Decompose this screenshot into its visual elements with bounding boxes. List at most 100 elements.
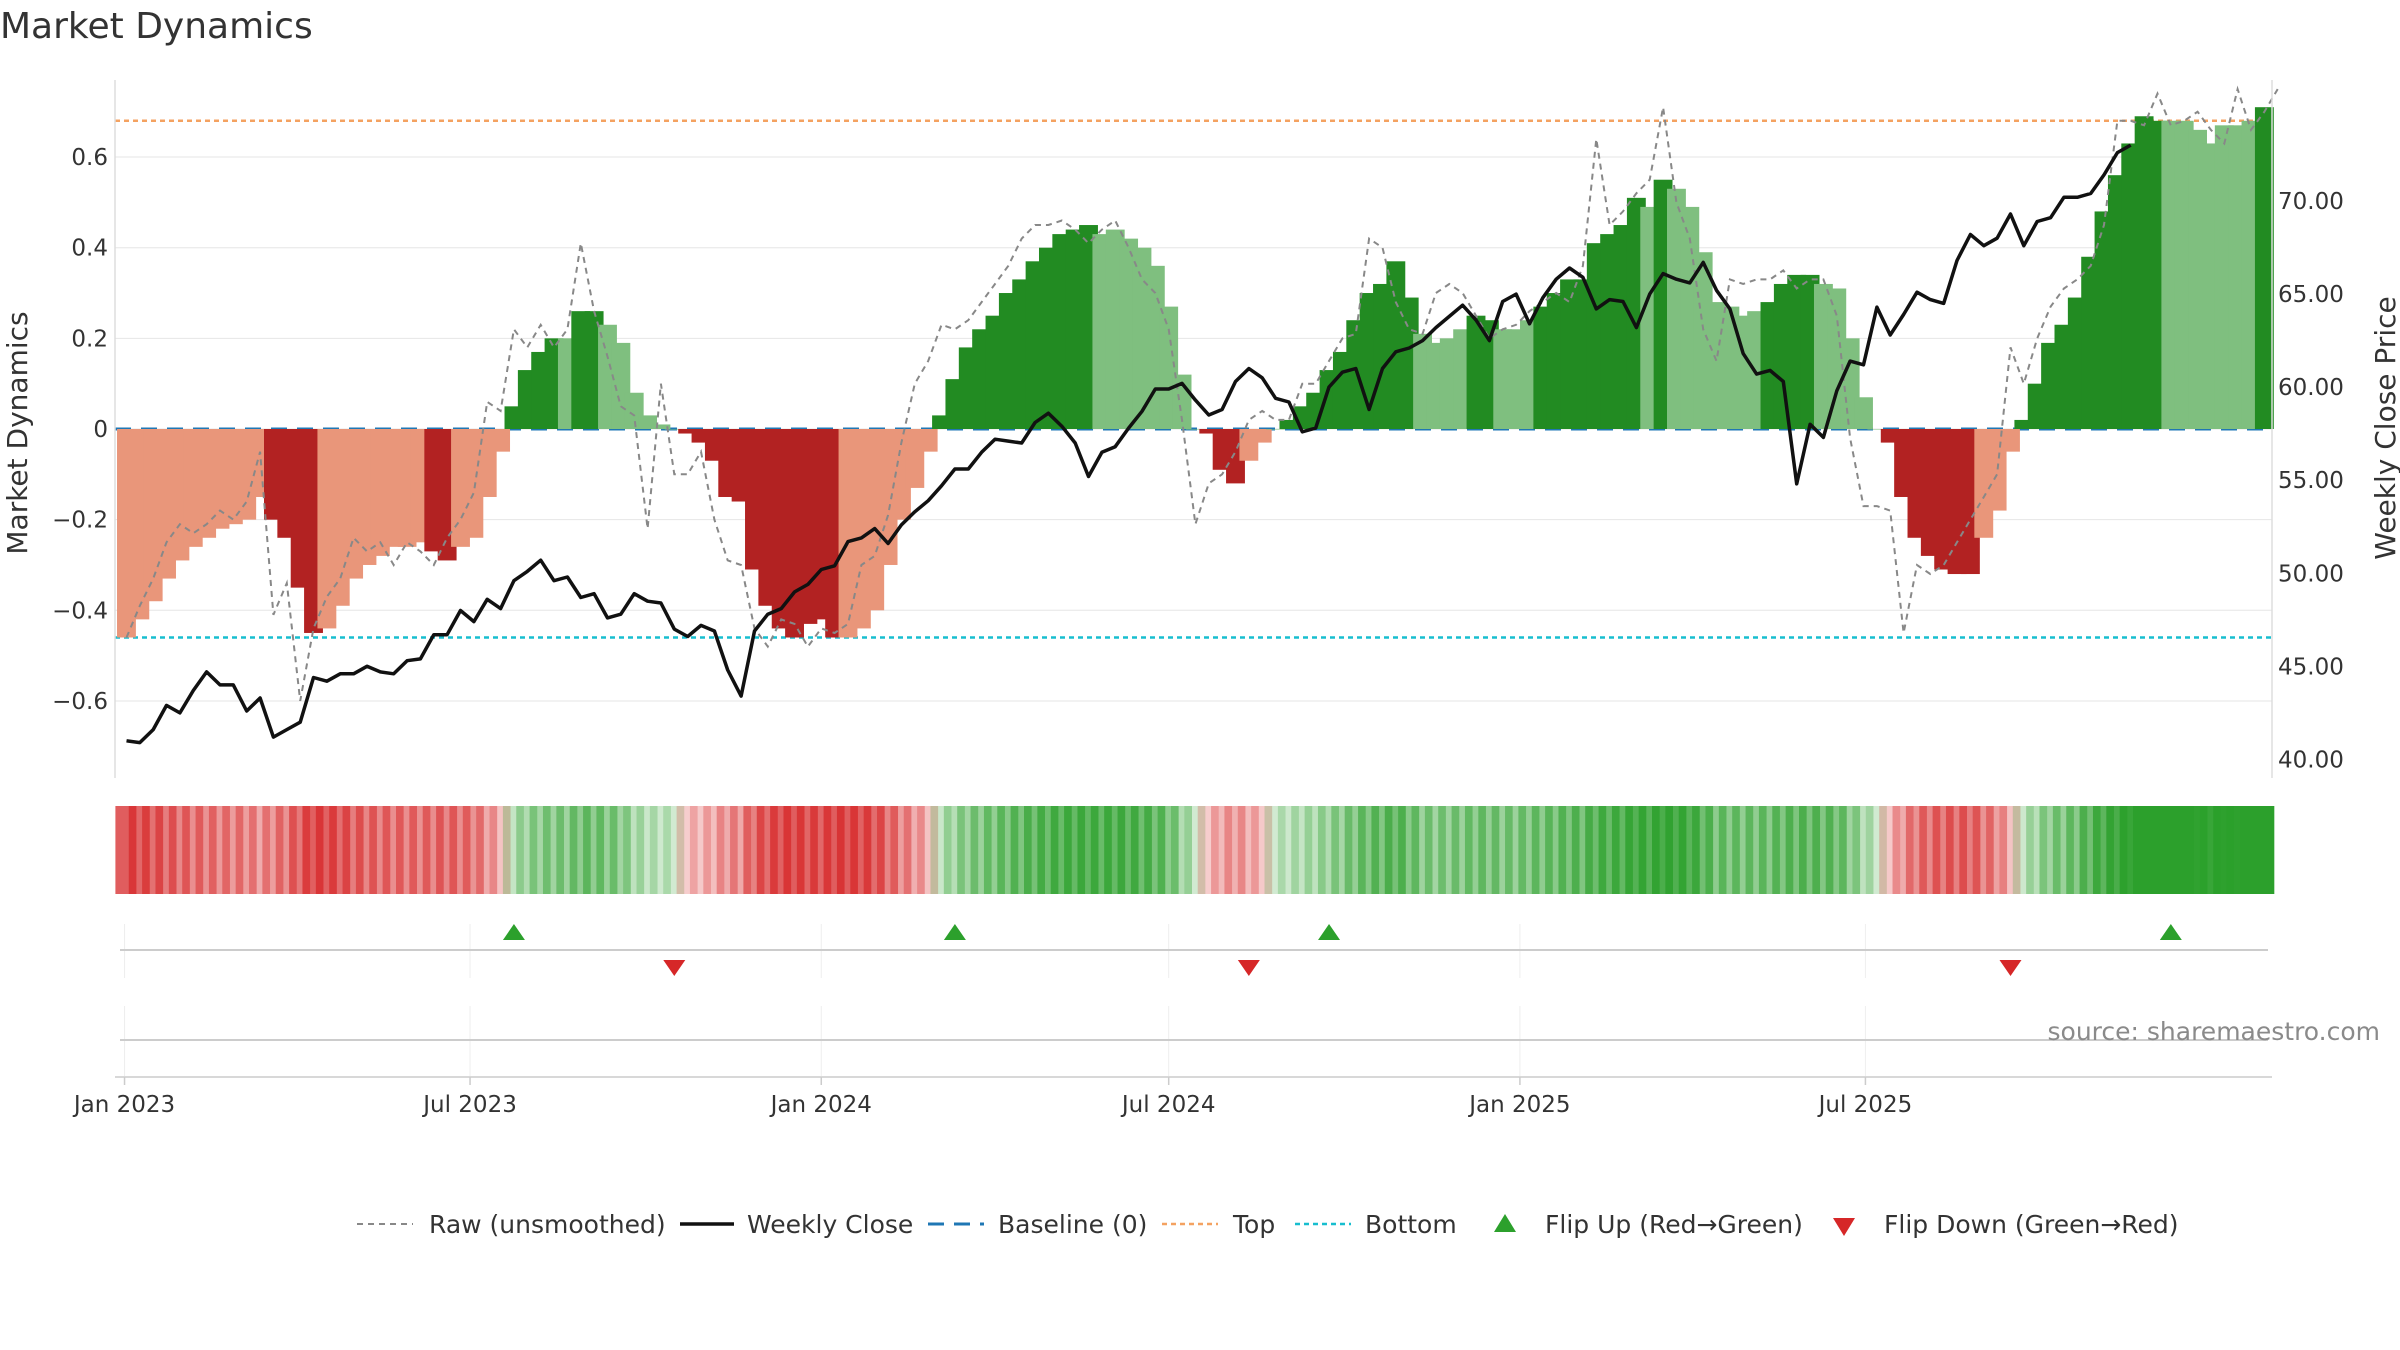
regime-cell [208,806,230,894]
regime-cell [1317,806,1339,894]
x-tick-label: Jan 2024 [769,1092,872,1118]
x-tick-label: Jul 2025 [1817,1092,1913,1118]
x-tick-label: Jul 2023 [421,1092,517,1118]
regime-cell [542,806,564,894]
y-axis-label: Market Dynamics [1,311,34,554]
y2-tick-label: 70.00 [2278,189,2344,215]
legend-top-label: Top [1232,1210,1275,1239]
regime-cell [502,806,524,894]
flip-up-marker [2159,924,2182,940]
flip-up-marker [502,924,525,940]
regime-cell [1211,806,1233,894]
regime-cell [1170,806,1192,894]
source-note: source: sharemaestro.com [2048,1017,2381,1046]
regime-cell [1865,806,1887,894]
price-lines [125,85,2279,745]
regime-cell [1478,806,1500,894]
regime-cell [1304,806,1326,894]
x-axis: Jan 2023 Jul 2023 Jan 2024 Jul 2024 Jan 2025… [72,1076,2272,1118]
regime-cell [1157,806,1179,894]
regime-cell [1224,806,1246,894]
regime-cell [1264,806,1286,894]
flip-down-marker [663,960,686,976]
y-tick-label: −0.6 [52,689,108,715]
regime-cell [689,806,711,894]
momentum-bar [918,429,938,452]
regime-cell [1438,806,1460,894]
regime-cell [476,806,498,894]
regime-cell [943,806,965,894]
regime-cell [516,806,538,894]
regime-cell [1291,806,1313,894]
regime-cell [222,806,244,894]
momentum-bar [1252,429,1272,443]
regime-cell [917,806,939,894]
weekly-close-line [126,143,2132,745]
regime-cell [2253,806,2275,894]
raw-line [125,85,2279,702]
legend-baseline-label: Baseline (0) [998,1210,1147,1239]
y2-tick-label: 55.00 [2278,468,2344,494]
regime-cell [703,806,725,894]
regime-cell [903,806,925,894]
regime-cell [195,806,217,894]
regime-cell [930,806,952,894]
regime-cell [2039,806,2061,894]
legend-flip-down-icon [1833,1218,1855,1236]
momentum-bar [1279,419,1299,429]
momentum-bar [1185,429,1205,430]
y-tick-label: 0.2 [71,326,108,352]
regime-cell [583,806,605,894]
regime-cell [1398,806,1420,894]
momentum-bar [1199,429,1219,434]
y-tick-label: −0.2 [52,508,108,534]
regime-strip [115,806,2275,894]
flip-down-marker [1237,960,1260,976]
regime-cell [1825,806,1847,894]
regime-cell [1251,806,1273,894]
regime-cell [609,806,631,894]
regime-cell [489,806,511,894]
regime-cell [1184,806,1206,894]
y2-tick-label: 50.00 [2278,561,2344,587]
legend-close-label: Weekly Close [747,1210,913,1239]
momentum-bar [491,429,511,452]
regime-cell [462,806,484,894]
momentum-bar [2001,429,2020,452]
legend-raw-label: Raw (unsmoothed) [429,1210,666,1239]
y-tick-label: 0.6 [71,145,108,171]
legend-flip-up-icon [1494,1214,1516,1232]
regime-cell [1986,806,2008,894]
y-tick-label: 0.4 [71,236,108,262]
regime-cell [663,806,685,894]
regime-cell [2026,806,2048,894]
legend-bottom-label: Bottom [1365,1210,1457,1239]
y2-tick-label: 40.00 [2278,747,2344,773]
regime-cell [596,806,618,894]
y-tick-label: 0 [93,417,108,443]
chart-title: Market Dynamics [0,6,313,47]
y2-tick-label: 45.00 [2278,654,2344,680]
regime-cell [623,806,645,894]
momentum-bar [1266,429,1286,430]
regime-cell [890,806,912,894]
regime-cell [1491,806,1513,894]
regime-cell [529,806,551,894]
axes: −0.6 −0.4 −0.2 0 0.2 0.4 0.6 40.00 45.00 50.00 55.… [52,80,2344,778]
momentum-bar [1867,429,1887,430]
regime-cell [649,806,671,894]
regime-cell [1839,806,1861,894]
momentum-bar [1854,397,1873,429]
regime-cell [676,806,698,894]
regime-cell [235,806,257,894]
momentum-bar [2254,107,2274,430]
regime-cell [877,806,899,894]
empty-panel [120,1006,2268,1076]
flip-down-marker [1999,960,2022,976]
x-tick-label: Jan 2025 [1467,1092,1570,1118]
regime-cell [1999,806,2021,894]
x-tick-label: Jan 2023 [72,1092,175,1118]
momentum-bar [2014,419,2034,429]
y-tick-label: −0.4 [52,598,108,624]
